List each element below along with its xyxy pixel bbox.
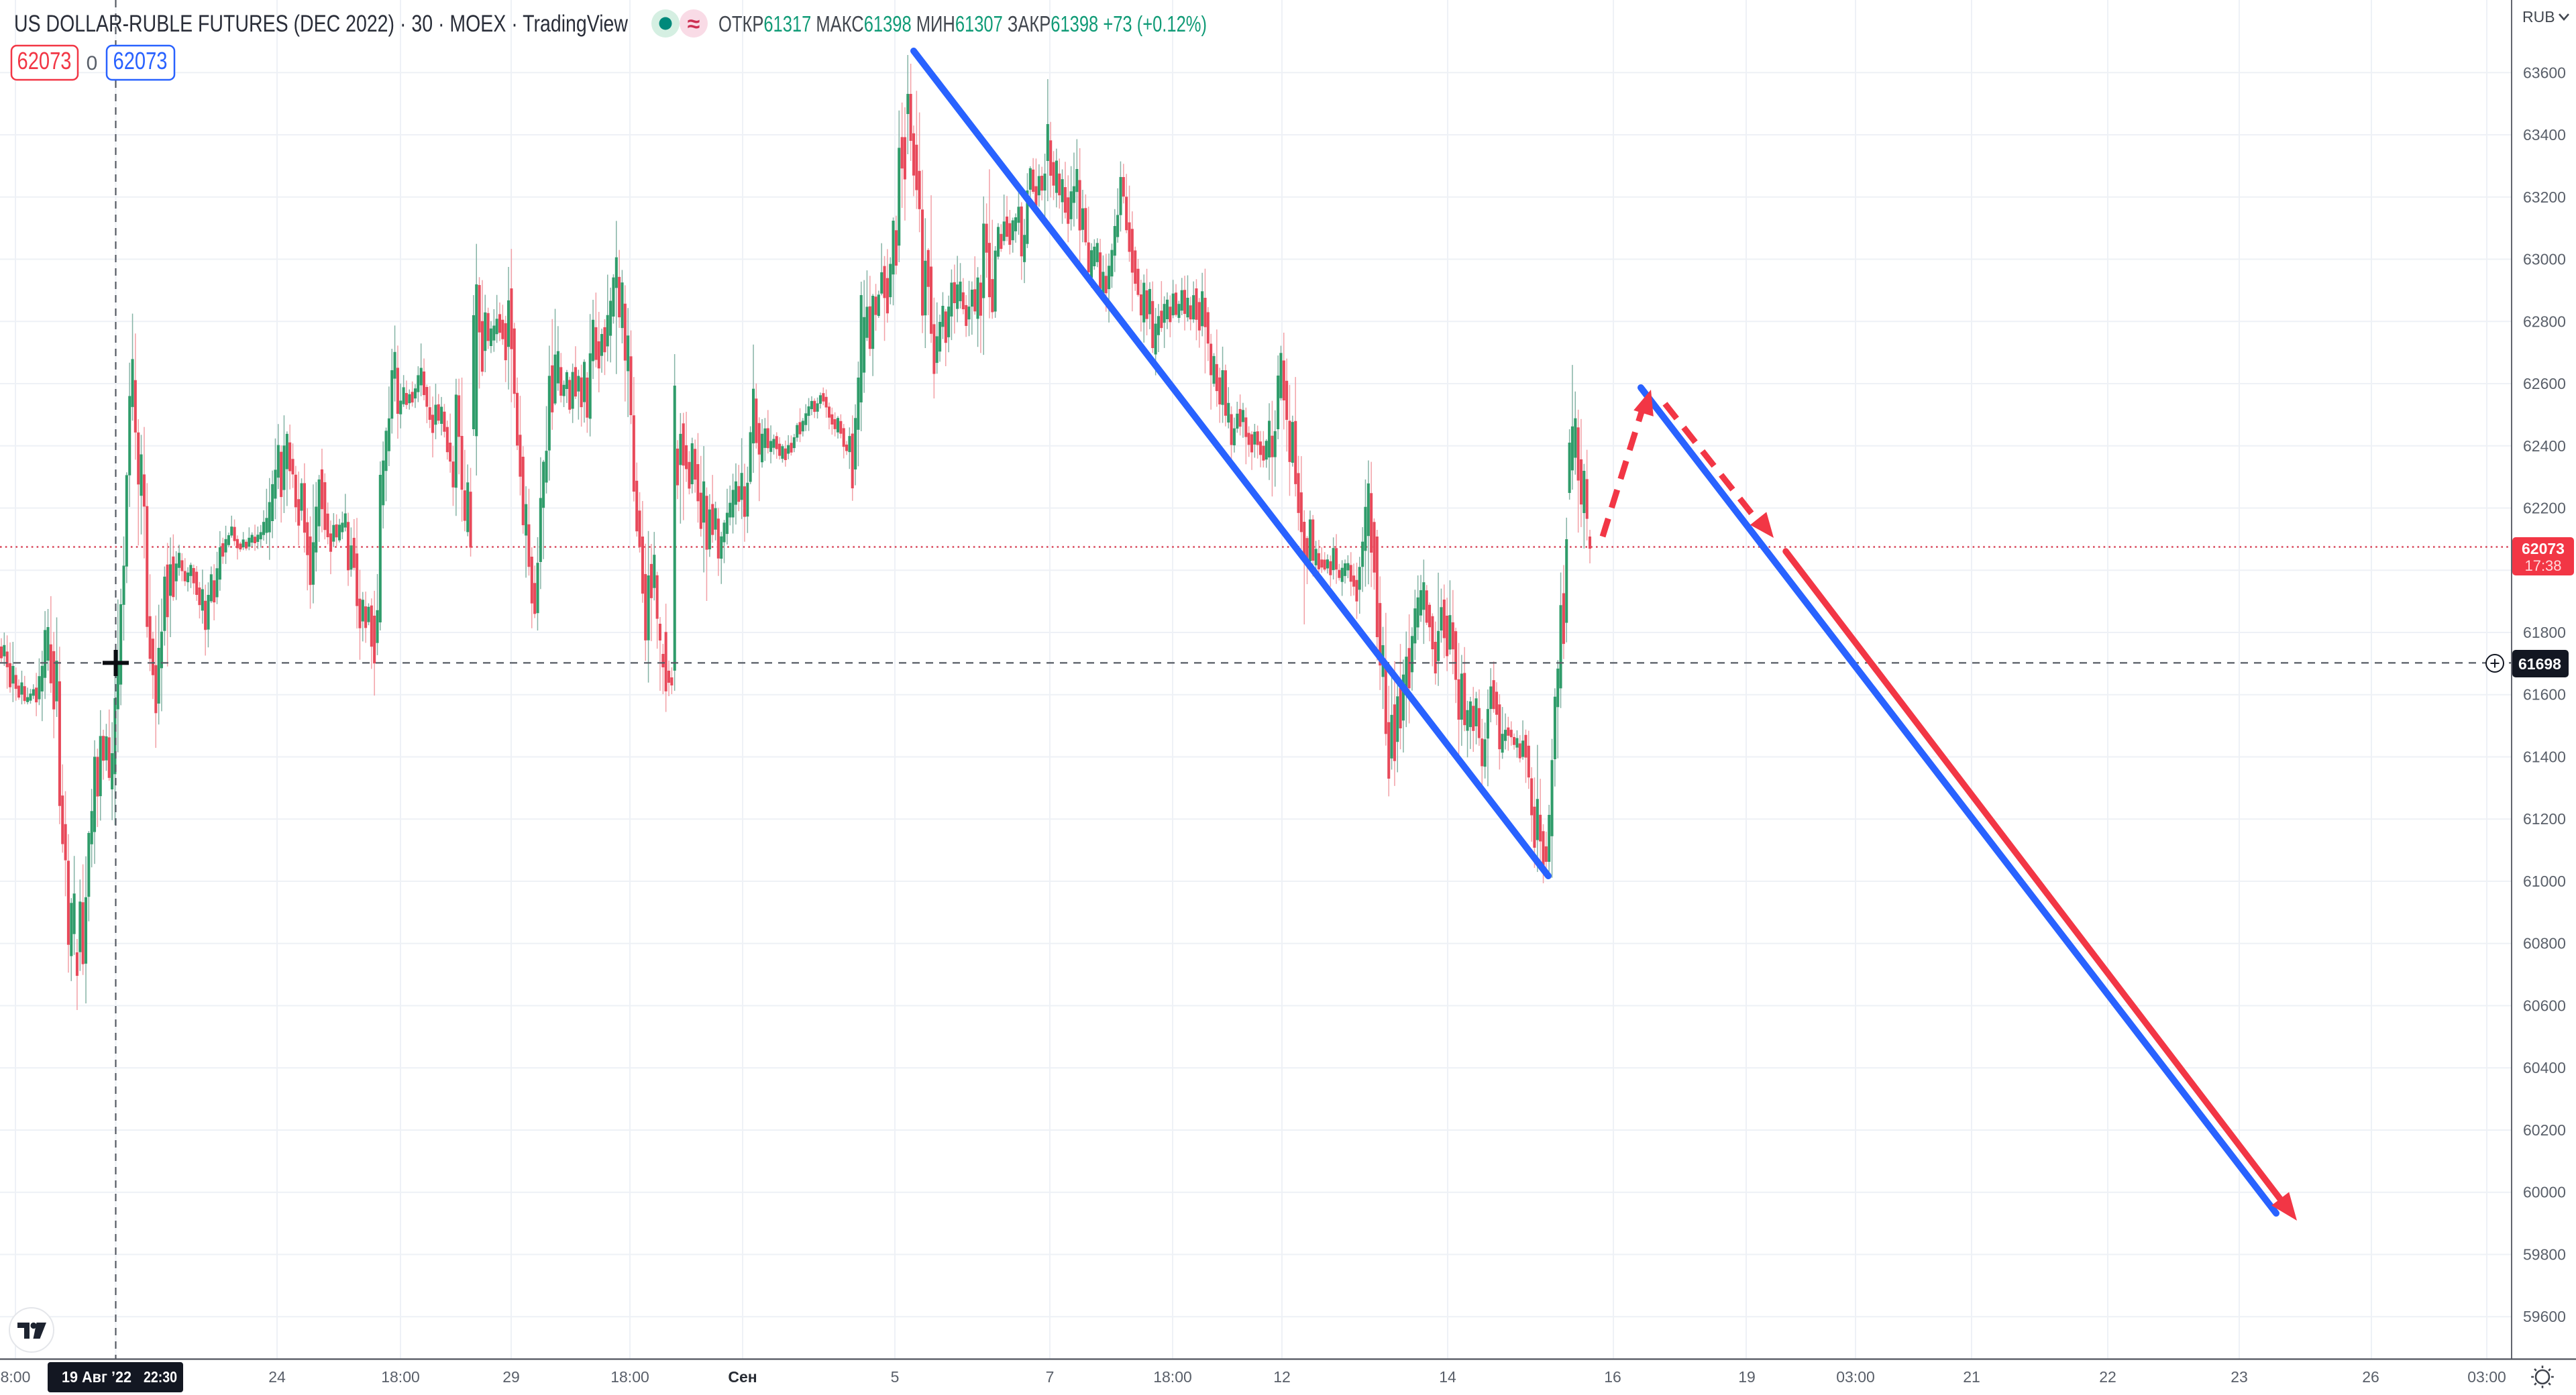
svg-text:60400: 60400 [2523,1059,2566,1076]
svg-text:59600: 59600 [2523,1308,2566,1325]
svg-text:18:00: 18:00 [1153,1368,1192,1386]
svg-text:60200: 60200 [2523,1121,2566,1139]
svg-text:63400: 63400 [2523,126,2566,144]
svg-text:62600: 62600 [2523,375,2566,392]
svg-text:61400: 61400 [2523,748,2566,766]
svg-text:26: 26 [2362,1368,2379,1386]
svg-text:17:38: 17:38 [2524,557,2561,574]
svg-text:19 Авг ’22: 19 Авг ’22 [62,1368,131,1386]
svg-text:16: 16 [1604,1368,1621,1386]
svg-text:61000: 61000 [2523,873,2566,890]
svg-text:62073: 62073 [113,47,168,74]
svg-text:19: 19 [1738,1368,1756,1386]
svg-text:60800: 60800 [2523,935,2566,952]
svg-text:0: 0 [87,52,98,74]
svg-text:18:00: 18:00 [381,1368,420,1386]
svg-text:8:00: 8:00 [1,1368,31,1386]
svg-text:5: 5 [891,1368,900,1386]
svg-text:63600: 63600 [2523,64,2566,81]
svg-text:Сен: Сен [728,1368,757,1386]
svg-text:61200: 61200 [2523,810,2566,828]
svg-text:03:00: 03:00 [2467,1368,2506,1386]
svg-text:RUB: RUB [2522,8,2555,25]
svg-text:62800: 62800 [2523,313,2566,330]
svg-text:24: 24 [268,1368,286,1386]
svg-text:22: 22 [2099,1368,2116,1386]
svg-text:29: 29 [502,1368,520,1386]
svg-text:18:00: 18:00 [610,1368,649,1386]
svg-text:7: 7 [1046,1368,1055,1386]
svg-text:12: 12 [1273,1368,1291,1386]
svg-text:23: 23 [2231,1368,2248,1386]
svg-text:21: 21 [1963,1368,1980,1386]
svg-text:62073: 62073 [17,47,72,74]
svg-text:63200: 63200 [2523,188,2566,206]
svg-text:US DOLLAR-RUBLE FUTURES (DEC 2: US DOLLAR-RUBLE FUTURES (DEC 2022) · 30 … [14,11,629,37]
svg-text:62073: 62073 [2522,540,2565,557]
svg-text:61600: 61600 [2523,686,2566,704]
svg-text:ОТКР61317 МАКС61398 МИН61307 З: ОТКР61317 МАКС61398 МИН61307 ЗАКР61398 +… [718,11,1207,36]
svg-text:63000: 63000 [2523,251,2566,268]
svg-text:62400: 62400 [2523,437,2566,455]
svg-text:≈: ≈ [688,11,700,37]
svg-text:59800: 59800 [2523,1246,2566,1264]
svg-text:14: 14 [1439,1368,1456,1386]
svg-text:62200: 62200 [2523,500,2566,517]
svg-text:61800: 61800 [2523,624,2566,641]
svg-text:61698: 61698 [2518,655,2561,673]
svg-text:60600: 60600 [2523,997,2566,1015]
svg-text:60000: 60000 [2523,1184,2566,1201]
svg-text:03:00: 03:00 [1836,1368,1875,1386]
svg-text:22:30: 22:30 [144,1368,177,1386]
